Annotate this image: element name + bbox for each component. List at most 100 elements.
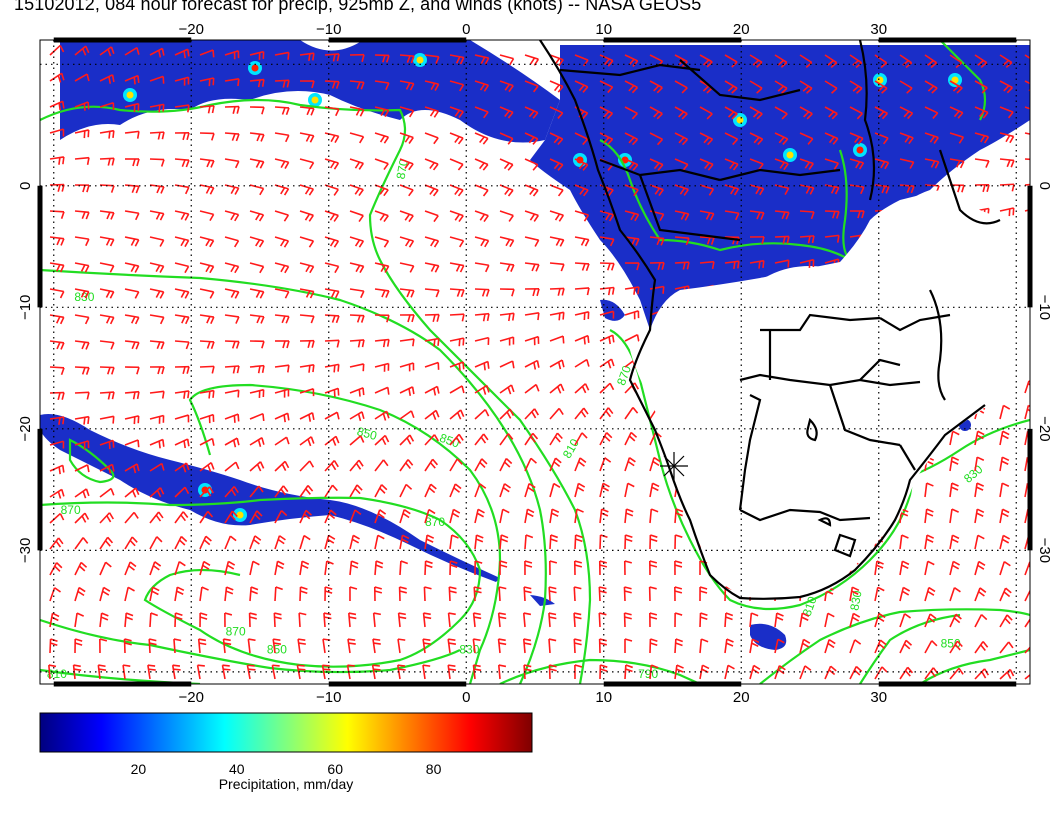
wind-barb bbox=[599, 286, 615, 296]
wind-barb bbox=[899, 639, 913, 654]
wind-barb bbox=[424, 210, 439, 223]
wind-barb bbox=[799, 638, 811, 654]
wind-barb bbox=[249, 314, 265, 324]
wind-barb bbox=[974, 80, 988, 94]
wind-barb bbox=[574, 334, 590, 345]
wind-barb bbox=[699, 54, 713, 68]
wind-barb bbox=[549, 335, 565, 344]
wind-barb bbox=[174, 236, 190, 248]
wind-barb bbox=[824, 54, 838, 69]
precip-hotspot-core bbox=[236, 511, 244, 519]
wind-barb bbox=[999, 132, 1015, 144]
wind-barb bbox=[149, 414, 165, 424]
wind-barb bbox=[74, 156, 90, 165]
wind-barb bbox=[624, 638, 633, 653]
wind-barb bbox=[148, 638, 157, 654]
wind-barb bbox=[924, 132, 939, 144]
lon-tick-label-top: 0 bbox=[462, 21, 470, 38]
lat-tick-label-left: 0 bbox=[17, 182, 34, 190]
wind-barb bbox=[499, 312, 515, 322]
wind-barb bbox=[999, 614, 1013, 628]
wind-barb bbox=[624, 262, 640, 271]
wind-barb bbox=[399, 434, 415, 446]
wind-barb bbox=[472, 664, 482, 680]
wind-barb bbox=[649, 612, 658, 628]
precip-hotspot-core bbox=[251, 64, 259, 72]
wind-barb bbox=[674, 106, 688, 120]
wind-barb bbox=[774, 259, 790, 268]
wind-barb bbox=[99, 536, 114, 550]
wind-barb bbox=[74, 314, 90, 325]
contour-label: 830 bbox=[961, 462, 986, 486]
wind-barb bbox=[474, 54, 490, 65]
wind-barb bbox=[974, 54, 988, 69]
wind-barb bbox=[224, 158, 240, 169]
wind-barb bbox=[624, 333, 640, 342]
wind-barb bbox=[199, 560, 211, 576]
wind-barb bbox=[599, 334, 615, 345]
wind-barb bbox=[74, 612, 85, 628]
wind-barb bbox=[274, 510, 288, 524]
wind-barb bbox=[99, 512, 114, 524]
wind-barb bbox=[249, 586, 259, 602]
wind-barb bbox=[624, 431, 638, 446]
wind-barb bbox=[49, 488, 65, 499]
wind-barb bbox=[298, 612, 307, 628]
lon-tick-label-top: −10 bbox=[316, 21, 341, 38]
wind-barb bbox=[349, 411, 365, 422]
wind-barb bbox=[424, 313, 440, 322]
wind-barb bbox=[399, 80, 415, 91]
wind-barb bbox=[374, 459, 389, 472]
wind-barb bbox=[474, 132, 489, 145]
wind-barb bbox=[199, 389, 215, 399]
wind-barb bbox=[349, 560, 359, 576]
wind-barb bbox=[623, 612, 632, 628]
wind-barb bbox=[49, 391, 65, 400]
wind-barb bbox=[574, 432, 588, 446]
wind-barb bbox=[74, 586, 86, 602]
wind-barb bbox=[849, 106, 863, 120]
contour-label: 850 bbox=[438, 431, 462, 451]
wind-barb bbox=[174, 561, 186, 576]
wind-barb bbox=[949, 80, 963, 94]
wind-barb bbox=[999, 668, 1015, 680]
wind-barb bbox=[124, 236, 140, 247]
wind-barb bbox=[974, 430, 985, 446]
wind-barb bbox=[49, 612, 60, 628]
map-frame bbox=[37, 37, 1033, 687]
contour-label: 810 bbox=[800, 594, 820, 618]
wind-barb bbox=[524, 432, 539, 446]
wind-barb bbox=[449, 210, 464, 223]
wind-barb bbox=[899, 106, 914, 120]
wind-barb bbox=[649, 158, 664, 171]
wind-barb bbox=[449, 560, 458, 576]
wind-barb bbox=[74, 129, 90, 139]
wind-barb bbox=[299, 158, 315, 170]
wind-barb bbox=[472, 638, 481, 654]
wind-barb bbox=[74, 440, 90, 450]
wind-barb bbox=[874, 560, 884, 576]
wind-barb bbox=[599, 132, 614, 146]
wind-barb bbox=[124, 288, 140, 299]
wind-barb bbox=[124, 439, 140, 448]
wind-barb bbox=[299, 436, 315, 447]
wind-barb bbox=[299, 460, 315, 472]
wind-barb bbox=[149, 340, 165, 350]
wind-barb bbox=[49, 156, 65, 165]
wind-barb bbox=[549, 210, 565, 222]
wind-barb bbox=[574, 358, 590, 368]
wind-barb bbox=[424, 288, 440, 298]
wind-barb bbox=[299, 314, 315, 324]
wind-barb bbox=[99, 340, 115, 350]
wind-barb bbox=[1024, 182, 1030, 186]
wind-barb bbox=[224, 560, 236, 576]
wind-barb bbox=[699, 664, 710, 680]
wind-barb bbox=[849, 665, 863, 680]
wind-barb bbox=[499, 288, 515, 297]
wind-barb bbox=[749, 54, 763, 68]
wind-barb bbox=[1024, 106, 1030, 117]
wind-barb bbox=[324, 411, 340, 420]
wind-barb bbox=[349, 184, 364, 197]
wind-barb bbox=[99, 157, 115, 166]
wind-barb bbox=[674, 638, 683, 654]
